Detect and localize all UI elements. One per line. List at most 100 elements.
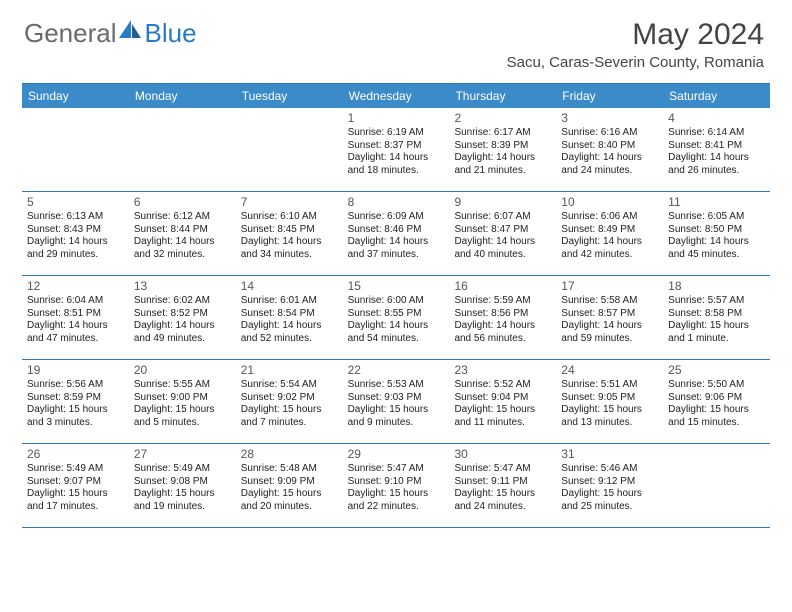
sunrise-line: Sunrise: 6:19 AM [348, 127, 445, 140]
sunset-line: Sunset: 8:46 PM [348, 224, 445, 237]
week-row: 26Sunrise: 5:49 AMSunset: 9:07 PMDayligh… [22, 444, 770, 528]
sunset-line: Sunset: 8:55 PM [348, 308, 445, 321]
sunrise-line: Sunrise: 5:46 AM [561, 463, 658, 476]
week-row: 5Sunrise: 6:13 AMSunset: 8:43 PM Daylight… [22, 192, 770, 276]
sunrise-line: Sunrise: 5:55 AM [134, 379, 231, 392]
day-cell: 2Sunrise: 6:17 AMSunset: 8:39 PMDaylight… [449, 108, 556, 191]
weeks-container: 1Sunrise: 6:19 AMSunset: 8:37 PMDaylight… [22, 108, 770, 528]
day-cell: 9Sunrise: 6:07 AMSunset: 8:47 PMDaylight… [449, 192, 556, 275]
day-cell: 1Sunrise: 6:19 AMSunset: 8:37 PMDaylight… [343, 108, 450, 191]
day-number: 7 [241, 195, 338, 210]
day-number: 25 [668, 363, 765, 378]
day-cell: 22Sunrise: 5:53 AMSunset: 9:03 PMDayligh… [343, 360, 450, 443]
sunset-line: Sunset: 8:52 PM [134, 308, 231, 321]
day-header: Saturday [663, 84, 770, 108]
daylight-line: Daylight: 14 hours and 54 minutes. [348, 320, 445, 345]
daylight-line: Daylight: 15 hours and 15 minutes. [668, 404, 765, 429]
day-number: 17 [561, 279, 658, 294]
sunrise-line: Sunrise: 5:49 AM [134, 463, 231, 476]
daylight-line: Daylight: 14 hours and 42 minutes. [561, 236, 658, 261]
daylight-line: Daylight: 14 hours and 40 minutes. [454, 236, 551, 261]
day-cell: 26Sunrise: 5:49 AMSunset: 9:07 PMDayligh… [22, 444, 129, 527]
sunset-line: Sunset: 8:49 PM [561, 224, 658, 237]
day-number: 28 [241, 447, 338, 462]
day-cell: 11Sunrise: 6:05 AMSunset: 8:50 PMDayligh… [663, 192, 770, 275]
daylight-line: Daylight: 15 hours and 19 minutes. [134, 488, 231, 513]
sunrise-line: Sunrise: 5:58 AM [561, 295, 658, 308]
day-cell: 7Sunrise: 6:10 AMSunset: 8:45 PMDaylight… [236, 192, 343, 275]
sunset-line: Sunset: 8:43 PM [27, 224, 124, 237]
sunset-line: Sunset: 9:05 PM [561, 392, 658, 405]
sunrise-line: Sunrise: 6:13 AM [27, 211, 124, 224]
sunset-line: Sunset: 8:45 PM [241, 224, 338, 237]
daylight-line: Daylight: 14 hours and 32 minutes. [134, 236, 231, 261]
sunset-line: Sunset: 8:51 PM [27, 308, 124, 321]
daylight-line: Daylight: 15 hours and 5 minutes. [134, 404, 231, 429]
day-number: 31 [561, 447, 658, 462]
day-number: 15 [348, 279, 445, 294]
sunrise-line: Sunrise: 5:56 AM [27, 379, 124, 392]
sunrise-line: Sunrise: 6:04 AM [27, 295, 124, 308]
day-number: 8 [348, 195, 445, 210]
sunset-line: Sunset: 9:03 PM [348, 392, 445, 405]
day-cell: 28Sunrise: 5:48 AMSunset: 9:09 PMDayligh… [236, 444, 343, 527]
sunrise-line: Sunrise: 6:09 AM [348, 211, 445, 224]
day-number: 21 [241, 363, 338, 378]
sunset-line: Sunset: 9:07 PM [27, 476, 124, 489]
daylight-line: Daylight: 15 hours and 24 minutes. [454, 488, 551, 513]
day-cell: 6Sunrise: 6:12 AMSunset: 8:44 PMDaylight… [129, 192, 236, 275]
daylight-line: Daylight: 14 hours and 24 minutes. [561, 152, 658, 177]
day-number: 5 [27, 195, 124, 210]
sail-icon [117, 18, 143, 42]
sunset-line: Sunset: 9:06 PM [668, 392, 765, 405]
sunset-line: Sunset: 8:37 PM [348, 140, 445, 153]
day-cell: 29Sunrise: 5:47 AMSunset: 9:10 PMDayligh… [343, 444, 450, 527]
day-header: Tuesday [236, 84, 343, 108]
location-subtitle: Sacu, Caras-Severin County, Romania [507, 54, 764, 71]
daylight-line: Daylight: 14 hours and 45 minutes. [668, 236, 765, 261]
sunset-line: Sunset: 9:00 PM [134, 392, 231, 405]
sunrise-line: Sunrise: 5:49 AM [27, 463, 124, 476]
day-number: 3 [561, 111, 658, 126]
day-number: 22 [348, 363, 445, 378]
sunrise-line: Sunrise: 6:17 AM [454, 127, 551, 140]
day-header: Thursday [449, 84, 556, 108]
sunset-line: Sunset: 8:39 PM [454, 140, 551, 153]
brand-logo: General Blue [24, 18, 197, 49]
daylight-line: Daylight: 15 hours and 9 minutes. [348, 404, 445, 429]
sunrise-line: Sunrise: 5:57 AM [668, 295, 765, 308]
daylight-line: Daylight: 14 hours and 49 minutes. [134, 320, 231, 345]
sunrise-line: Sunrise: 6:05 AM [668, 211, 765, 224]
day-number: 13 [134, 279, 231, 294]
sunrise-line: Sunrise: 5:53 AM [348, 379, 445, 392]
sunset-line: Sunset: 8:59 PM [27, 392, 124, 405]
daylight-line: Daylight: 15 hours and 11 minutes. [454, 404, 551, 429]
day-header: Friday [556, 84, 663, 108]
daylight-line: Daylight: 14 hours and 56 minutes. [454, 320, 551, 345]
daylight-line: Daylight: 14 hours and 21 minutes. [454, 152, 551, 177]
day-header: Sunday [22, 84, 129, 108]
sunrise-line: Sunrise: 5:47 AM [454, 463, 551, 476]
day-number: 6 [134, 195, 231, 210]
day-cell: 25Sunrise: 5:50 AMSunset: 9:06 PMDayligh… [663, 360, 770, 443]
day-number: 10 [561, 195, 658, 210]
sunrise-line: Sunrise: 6:07 AM [454, 211, 551, 224]
daylight-line: Daylight: 14 hours and 59 minutes. [561, 320, 658, 345]
day-cell: 21Sunrise: 5:54 AMSunset: 9:02 PMDayligh… [236, 360, 343, 443]
day-cell: 18Sunrise: 5:57 AMSunset: 8:58 PMDayligh… [663, 276, 770, 359]
daylight-line: Daylight: 15 hours and 25 minutes. [561, 488, 658, 513]
sunrise-line: Sunrise: 6:06 AM [561, 211, 658, 224]
day-number: 29 [348, 447, 445, 462]
daylight-line: Daylight: 14 hours and 47 minutes. [27, 320, 124, 345]
day-number: 19 [27, 363, 124, 378]
day-cell: 17Sunrise: 5:58 AMSunset: 8:57 PMDayligh… [556, 276, 663, 359]
sunrise-line: Sunrise: 6:01 AM [241, 295, 338, 308]
sunset-line: Sunset: 9:04 PM [454, 392, 551, 405]
daylight-line: Daylight: 14 hours and 52 minutes. [241, 320, 338, 345]
sunset-line: Sunset: 9:09 PM [241, 476, 338, 489]
sunrise-line: Sunrise: 6:12 AM [134, 211, 231, 224]
sunset-line: Sunset: 9:11 PM [454, 476, 551, 489]
day-cell: 12Sunrise: 6:04 AMSunset: 8:51 PMDayligh… [22, 276, 129, 359]
sunset-line: Sunset: 8:47 PM [454, 224, 551, 237]
day-cell [129, 108, 236, 191]
